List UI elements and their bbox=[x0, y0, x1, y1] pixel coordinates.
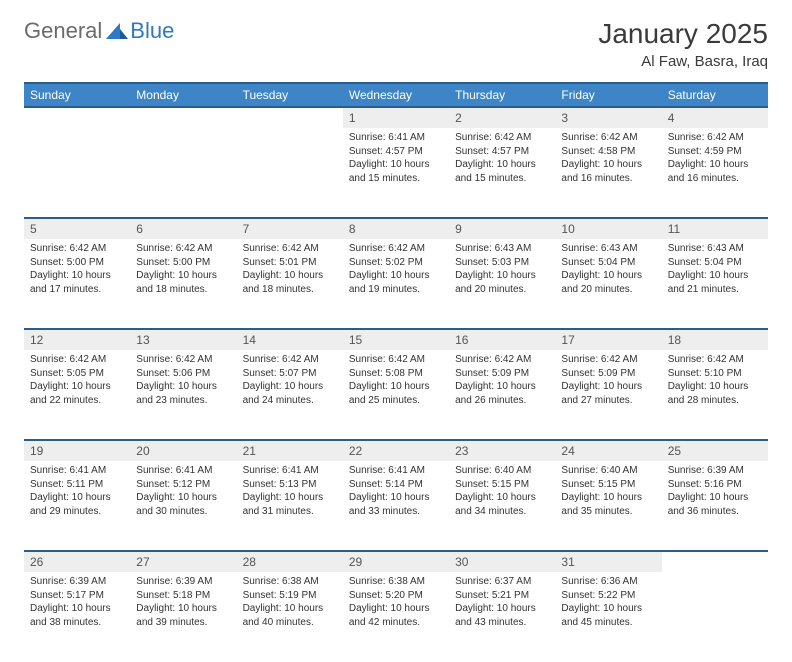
day-detail-cell: Sunrise: 6:37 AMSunset: 5:21 PMDaylight:… bbox=[449, 572, 555, 662]
weekday-header: Wednesday bbox=[343, 83, 449, 107]
weekday-header: Monday bbox=[130, 83, 236, 107]
day-detail-cell: Sunrise: 6:42 AMSunset: 4:57 PMDaylight:… bbox=[449, 128, 555, 218]
day-detail-cell: Sunrise: 6:42 AMSunset: 5:01 PMDaylight:… bbox=[237, 239, 343, 329]
day-number-cell: 6 bbox=[130, 218, 236, 239]
day-number-cell: 5 bbox=[24, 218, 130, 239]
brand-general: General bbox=[24, 18, 102, 44]
day-detail-cell: Sunrise: 6:38 AMSunset: 5:20 PMDaylight:… bbox=[343, 572, 449, 662]
day-number-cell bbox=[662, 551, 768, 572]
weekday-header: Tuesday bbox=[237, 83, 343, 107]
day-detail-cell: Sunrise: 6:42 AMSunset: 5:05 PMDaylight:… bbox=[24, 350, 130, 440]
day-number-row: 567891011 bbox=[24, 218, 768, 239]
day-number-cell: 26 bbox=[24, 551, 130, 572]
day-number-cell: 13 bbox=[130, 329, 236, 350]
day-number-cell: 29 bbox=[343, 551, 449, 572]
day-detail-cell: Sunrise: 6:36 AMSunset: 5:22 PMDaylight:… bbox=[555, 572, 661, 662]
day-detail-cell: Sunrise: 6:42 AMSunset: 4:59 PMDaylight:… bbox=[662, 128, 768, 218]
day-number-cell: 16 bbox=[449, 329, 555, 350]
day-number-cell: 24 bbox=[555, 440, 661, 461]
day-detail-cell: Sunrise: 6:42 AMSunset: 5:02 PMDaylight:… bbox=[343, 239, 449, 329]
day-number-cell: 17 bbox=[555, 329, 661, 350]
day-number-cell bbox=[237, 107, 343, 128]
day-detail-cell: Sunrise: 6:43 AMSunset: 5:03 PMDaylight:… bbox=[449, 239, 555, 329]
day-number-cell: 1 bbox=[343, 107, 449, 128]
weekday-header-row: SundayMondayTuesdayWednesdayThursdayFrid… bbox=[24, 83, 768, 107]
day-detail-cell: Sunrise: 6:41 AMSunset: 5:12 PMDaylight:… bbox=[130, 461, 236, 551]
title-block: January 2025 Al Faw, Basra, Iraq bbox=[598, 18, 768, 70]
day-number-cell: 28 bbox=[237, 551, 343, 572]
day-number-cell: 15 bbox=[343, 329, 449, 350]
day-detail-cell: Sunrise: 6:39 AMSunset: 5:18 PMDaylight:… bbox=[130, 572, 236, 662]
day-detail-row: Sunrise: 6:42 AMSunset: 5:00 PMDaylight:… bbox=[24, 239, 768, 329]
weekday-header: Friday bbox=[555, 83, 661, 107]
page-header: General Blue January 2025 Al Faw, Basra,… bbox=[24, 18, 768, 70]
weekday-header: Saturday bbox=[662, 83, 768, 107]
day-detail-cell bbox=[662, 572, 768, 662]
day-detail-cell: Sunrise: 6:42 AMSunset: 5:08 PMDaylight:… bbox=[343, 350, 449, 440]
day-detail-cell: Sunrise: 6:41 AMSunset: 4:57 PMDaylight:… bbox=[343, 128, 449, 218]
day-number-cell: 25 bbox=[662, 440, 768, 461]
day-detail-cell: Sunrise: 6:42 AMSunset: 5:10 PMDaylight:… bbox=[662, 350, 768, 440]
day-number-cell: 31 bbox=[555, 551, 661, 572]
day-detail-cell: Sunrise: 6:42 AMSunset: 5:06 PMDaylight:… bbox=[130, 350, 236, 440]
day-detail-row: Sunrise: 6:42 AMSunset: 5:05 PMDaylight:… bbox=[24, 350, 768, 440]
location-label: Al Faw, Basra, Iraq bbox=[598, 53, 768, 70]
day-number-cell: 14 bbox=[237, 329, 343, 350]
weekday-header: Sunday bbox=[24, 83, 130, 107]
day-number-cell: 23 bbox=[449, 440, 555, 461]
day-number-cell bbox=[24, 107, 130, 128]
day-detail-cell: Sunrise: 6:41 AMSunset: 5:11 PMDaylight:… bbox=[24, 461, 130, 551]
day-detail-cell: Sunrise: 6:42 AMSunset: 5:00 PMDaylight:… bbox=[130, 239, 236, 329]
day-number-row: 19202122232425 bbox=[24, 440, 768, 461]
day-detail-cell: Sunrise: 6:42 AMSunset: 5:00 PMDaylight:… bbox=[24, 239, 130, 329]
day-number-cell: 12 bbox=[24, 329, 130, 350]
day-number-cell: 7 bbox=[237, 218, 343, 239]
day-number-cell: 22 bbox=[343, 440, 449, 461]
day-number-cell: 30 bbox=[449, 551, 555, 572]
day-detail-cell: Sunrise: 6:40 AMSunset: 5:15 PMDaylight:… bbox=[555, 461, 661, 551]
day-detail-row: Sunrise: 6:39 AMSunset: 5:17 PMDaylight:… bbox=[24, 572, 768, 662]
day-detail-cell: Sunrise: 6:43 AMSunset: 5:04 PMDaylight:… bbox=[662, 239, 768, 329]
day-number-cell: 4 bbox=[662, 107, 768, 128]
day-detail-cell: Sunrise: 6:42 AMSunset: 4:58 PMDaylight:… bbox=[555, 128, 661, 218]
day-number-cell: 19 bbox=[24, 440, 130, 461]
day-detail-row: Sunrise: 6:41 AMSunset: 4:57 PMDaylight:… bbox=[24, 128, 768, 218]
day-detail-cell: Sunrise: 6:41 AMSunset: 5:14 PMDaylight:… bbox=[343, 461, 449, 551]
day-detail-cell: Sunrise: 6:43 AMSunset: 5:04 PMDaylight:… bbox=[555, 239, 661, 329]
day-number-cell: 18 bbox=[662, 329, 768, 350]
day-number-cell: 11 bbox=[662, 218, 768, 239]
calendar-table: SundayMondayTuesdayWednesdayThursdayFrid… bbox=[24, 82, 768, 662]
day-detail-cell: Sunrise: 6:38 AMSunset: 5:19 PMDaylight:… bbox=[237, 572, 343, 662]
brand-blue: Blue bbox=[130, 18, 174, 44]
day-number-cell: 21 bbox=[237, 440, 343, 461]
day-detail-cell bbox=[237, 128, 343, 218]
day-detail-cell: Sunrise: 6:42 AMSunset: 5:07 PMDaylight:… bbox=[237, 350, 343, 440]
day-detail-cell: Sunrise: 6:39 AMSunset: 5:16 PMDaylight:… bbox=[662, 461, 768, 551]
day-detail-cell: Sunrise: 6:40 AMSunset: 5:15 PMDaylight:… bbox=[449, 461, 555, 551]
day-number-row: 1234 bbox=[24, 107, 768, 128]
month-title: January 2025 bbox=[598, 18, 768, 50]
brand-logo: General Blue bbox=[24, 18, 174, 44]
day-number-cell: 20 bbox=[130, 440, 236, 461]
day-number-row: 12131415161718 bbox=[24, 329, 768, 350]
day-detail-cell bbox=[130, 128, 236, 218]
day-detail-cell: Sunrise: 6:42 AMSunset: 5:09 PMDaylight:… bbox=[449, 350, 555, 440]
day-number-row: 262728293031 bbox=[24, 551, 768, 572]
day-detail-row: Sunrise: 6:41 AMSunset: 5:11 PMDaylight:… bbox=[24, 461, 768, 551]
day-detail-cell bbox=[24, 128, 130, 218]
day-detail-cell: Sunrise: 6:41 AMSunset: 5:13 PMDaylight:… bbox=[237, 461, 343, 551]
day-number-cell: 9 bbox=[449, 218, 555, 239]
day-number-cell bbox=[130, 107, 236, 128]
logo-triangle-icon bbox=[106, 23, 128, 39]
weekday-header: Thursday bbox=[449, 83, 555, 107]
day-detail-cell: Sunrise: 6:39 AMSunset: 5:17 PMDaylight:… bbox=[24, 572, 130, 662]
day-number-cell: 2 bbox=[449, 107, 555, 128]
day-detail-cell: Sunrise: 6:42 AMSunset: 5:09 PMDaylight:… bbox=[555, 350, 661, 440]
day-number-cell: 3 bbox=[555, 107, 661, 128]
day-number-cell: 8 bbox=[343, 218, 449, 239]
day-number-cell: 27 bbox=[130, 551, 236, 572]
day-number-cell: 10 bbox=[555, 218, 661, 239]
